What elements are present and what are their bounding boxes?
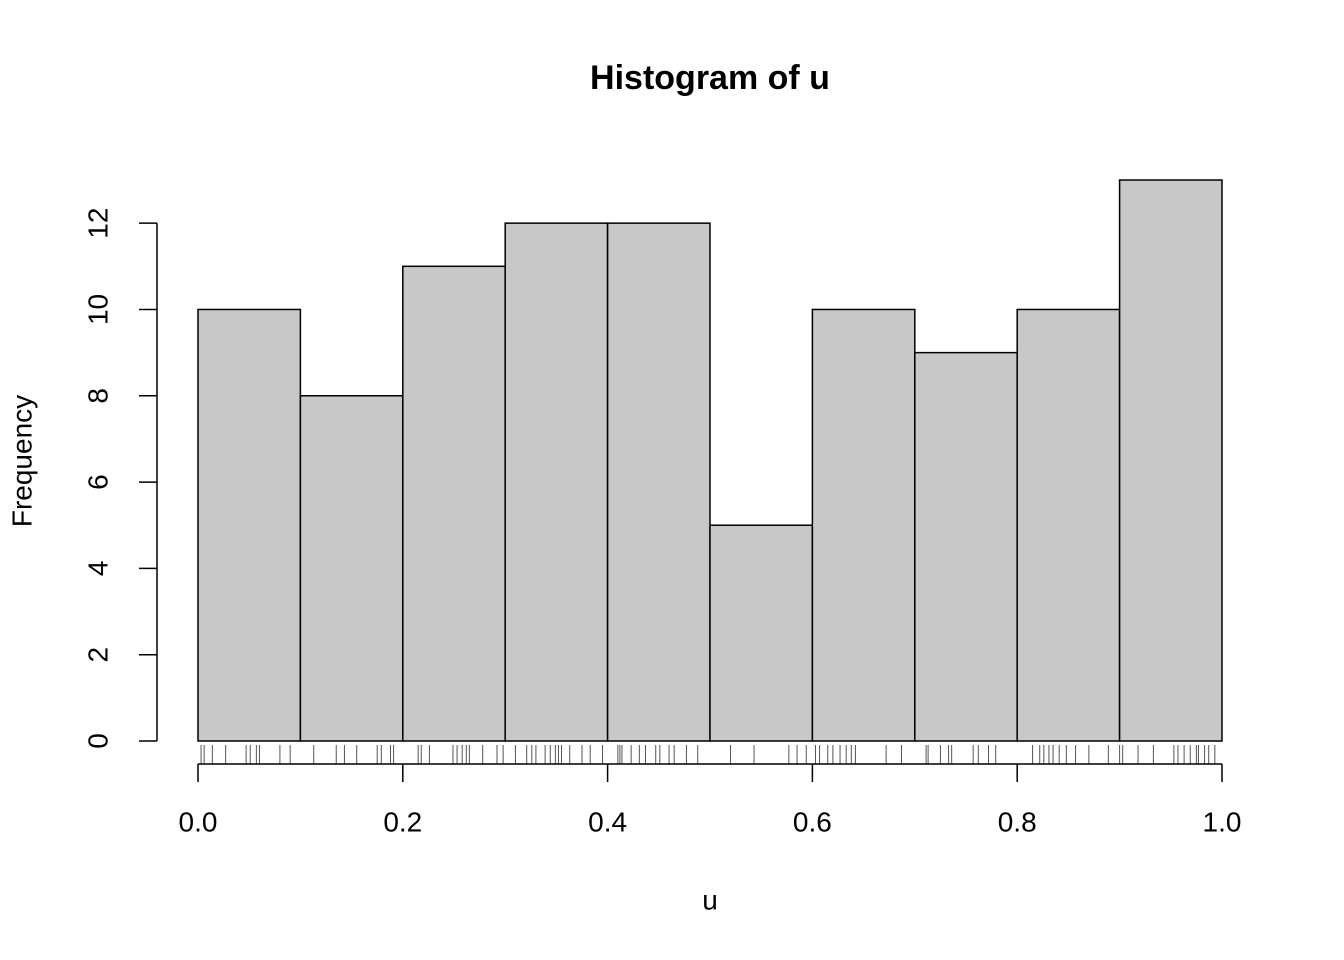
y-tick-label: 10 bbox=[82, 294, 113, 325]
bar bbox=[402, 265, 506, 742]
y-axis-label: Frequency bbox=[6, 395, 37, 527]
y-tick-label: 12 bbox=[82, 208, 113, 239]
bar bbox=[709, 524, 814, 742]
bar bbox=[606, 222, 711, 742]
y-tick-label: 0 bbox=[82, 733, 113, 749]
bar bbox=[197, 308, 302, 742]
bar bbox=[811, 308, 916, 742]
chart-title: Histogram of u bbox=[590, 59, 830, 97]
bar bbox=[299, 395, 404, 742]
x-tick-label: 0.6 bbox=[793, 806, 832, 837]
bar bbox=[914, 351, 1018, 742]
x-tick-label: 0.2 bbox=[383, 806, 422, 837]
x-tick-label: 0.4 bbox=[588, 806, 627, 837]
y-tick-label: 8 bbox=[82, 388, 113, 404]
x-tick-label: 0.0 bbox=[179, 806, 218, 837]
y-tick-label: 4 bbox=[82, 561, 113, 577]
bar bbox=[1016, 308, 1121, 742]
y-tick-label: 6 bbox=[82, 474, 113, 490]
x-axis-label: u bbox=[702, 884, 718, 915]
bar bbox=[504, 222, 609, 742]
x-tick-label: 1.0 bbox=[1203, 806, 1242, 837]
bar bbox=[1118, 179, 1223, 742]
y-tick-label: 2 bbox=[82, 647, 113, 663]
x-tick-label: 0.8 bbox=[998, 806, 1037, 837]
